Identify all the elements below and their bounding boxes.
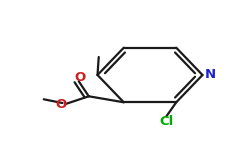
Text: O: O [74, 71, 86, 84]
Text: O: O [55, 99, 66, 111]
Text: Cl: Cl [159, 115, 173, 128]
Text: N: N [204, 69, 216, 81]
